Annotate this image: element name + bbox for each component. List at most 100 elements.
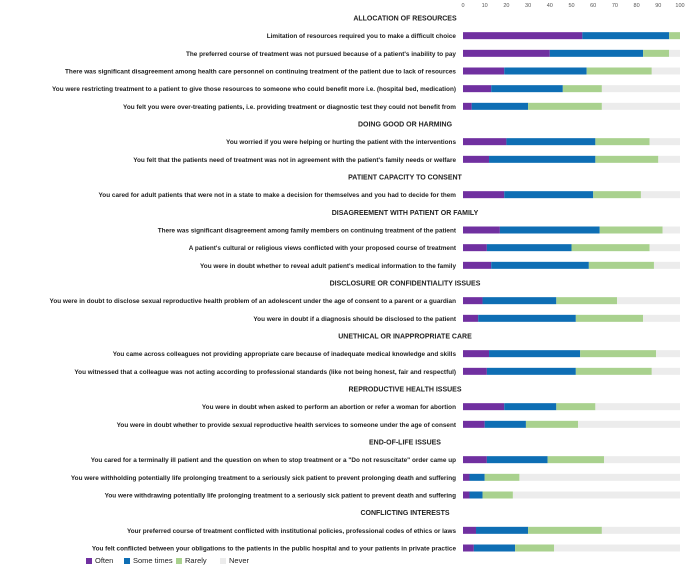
bar-segment-rarely bbox=[484, 473, 520, 481]
bar-segment-never bbox=[601, 85, 680, 93]
bar-segment-some-times bbox=[486, 244, 572, 252]
bar-segment-often bbox=[463, 191, 505, 199]
bar-segment-rarely bbox=[586, 67, 652, 75]
legend-label-sometimes: Some times bbox=[133, 556, 173, 565]
bar-segment-rarely bbox=[515, 544, 555, 552]
category-header: ALLOCATION OF RESOURCES bbox=[353, 16, 457, 23]
bar-segment-never bbox=[617, 297, 680, 305]
bar-segment-often bbox=[463, 155, 490, 163]
bar-segment-often bbox=[463, 367, 487, 375]
x-tick-label: 60 bbox=[590, 3, 596, 9]
legend-swatch-often bbox=[86, 557, 92, 564]
bar-segment-often bbox=[463, 473, 470, 481]
bar-label: You worried if you were helping or hurti… bbox=[226, 139, 456, 146]
bar-segment-some-times bbox=[482, 297, 557, 305]
bar-segment-rarely bbox=[580, 350, 657, 358]
bar-label: You came across colleagues not providing… bbox=[113, 351, 457, 358]
bar-label: You were restricting treatment to a pati… bbox=[52, 86, 456, 93]
bar-segment-some-times bbox=[504, 403, 557, 411]
bar-segment-never bbox=[653, 261, 680, 269]
bar-segment-some-times bbox=[489, 350, 581, 358]
bar-segment-some-times bbox=[582, 32, 670, 40]
category-header: UNETHICAL OR INAPPROPRIATE CARE bbox=[338, 334, 472, 341]
bar-label: You were in doubt whether to provide sex… bbox=[117, 422, 457, 429]
bar-segment-often bbox=[463, 226, 500, 234]
bar-label: You witnessed that a colleague was not a… bbox=[74, 369, 456, 376]
x-tick-label: 80 bbox=[634, 3, 640, 9]
bar-segment-never bbox=[656, 350, 680, 358]
bar-label: You were in doubt to disclose sexual rep… bbox=[50, 298, 457, 305]
bar-segment-rarely bbox=[482, 491, 513, 499]
legend-item-never: Never bbox=[220, 556, 249, 565]
bar-segment-rarely bbox=[669, 32, 680, 40]
category-header: END-OF-LIFE ISSUES bbox=[369, 440, 441, 447]
bar-segment-rarely bbox=[556, 403, 596, 411]
bar-segment-some-times bbox=[499, 226, 600, 234]
bar-segment-rarely bbox=[528, 102, 602, 110]
bar-segment-often bbox=[463, 544, 474, 552]
bar-segment-some-times bbox=[469, 473, 485, 481]
bar-segment-some-times bbox=[471, 102, 529, 110]
x-tick-label: 10 bbox=[482, 3, 488, 9]
bar-segment-never bbox=[519, 473, 680, 481]
bar-segment-often bbox=[463, 491, 470, 499]
legend-swatch-rarely bbox=[176, 557, 182, 564]
bar-segment-rarely bbox=[525, 420, 579, 428]
bar-label: There was significant disagreement among… bbox=[158, 228, 457, 235]
x-tick-label: 90 bbox=[655, 3, 661, 9]
bar-segment-some-times bbox=[491, 85, 563, 93]
category-header: DISAGREEMENT WITH PATIENT OR FAMILY bbox=[332, 210, 479, 217]
bar-segment-rarely bbox=[595, 155, 659, 163]
bar-label: You cared for adult patients that were n… bbox=[99, 192, 457, 199]
bar-label: You were withholding potentially life pr… bbox=[71, 475, 456, 482]
bar-segment-often bbox=[463, 85, 492, 93]
bar-segment-often bbox=[463, 261, 492, 269]
bar-segment-some-times bbox=[486, 456, 548, 464]
bar-segment-some-times bbox=[476, 526, 529, 534]
x-tick-label: 70 bbox=[612, 3, 618, 9]
bar-segment-some-times bbox=[486, 367, 576, 375]
bar-label: You were withdrawing potentially life pr… bbox=[105, 493, 457, 500]
bar-segment-rarely bbox=[575, 314, 644, 322]
bar-segment-never bbox=[643, 314, 680, 322]
x-tick-label: 0 bbox=[461, 3, 464, 9]
bar-label: You felt that the patients need of treat… bbox=[133, 157, 456, 164]
bar-segment-rarely bbox=[571, 244, 650, 252]
bar-segment-never bbox=[578, 420, 680, 428]
legend-label-rarely: Rarely bbox=[185, 556, 207, 565]
x-tick-label: 20 bbox=[503, 3, 509, 9]
bar-segment-never bbox=[651, 367, 680, 375]
bar-segment-often bbox=[463, 314, 479, 322]
category-header: REPRODUCTIVE HEALTH ISSUES bbox=[348, 387, 461, 394]
bar-segment-never bbox=[649, 138, 680, 146]
bar-label: There was significant disagreement among… bbox=[65, 69, 456, 76]
x-tick-label: 40 bbox=[547, 3, 553, 9]
bar-label: You were in doubt if a diagnosis should … bbox=[253, 316, 456, 323]
bar-label: The preferred course of treatment was no… bbox=[186, 51, 456, 58]
bar-label: You cared for a terminally ill patient a… bbox=[91, 457, 456, 464]
bar-label: You felt you were over-treating patients… bbox=[123, 104, 456, 111]
bar-segment-often bbox=[463, 350, 490, 358]
bar-label: Your preferred course of treatment confl… bbox=[127, 528, 457, 535]
bar-segment-rarely bbox=[562, 85, 602, 93]
bar-segment-rarely bbox=[547, 456, 605, 464]
bar-segment-some-times bbox=[504, 67, 587, 75]
category-header: DOING GOOD OR HARMING bbox=[358, 122, 453, 129]
bar-segment-some-times bbox=[489, 155, 596, 163]
bar-segment-rarely bbox=[528, 526, 602, 534]
bar-segment-some-times bbox=[484, 420, 526, 428]
bar-segment-often bbox=[463, 456, 487, 464]
bar-segment-never bbox=[604, 456, 680, 464]
bar-segment-never bbox=[512, 491, 680, 499]
bar-segment-never bbox=[595, 403, 680, 411]
bar-segment-often bbox=[463, 138, 507, 146]
bar-label: Limitation of resources required you to … bbox=[267, 33, 457, 40]
bar-label: You were in doubt when asked to perform … bbox=[202, 404, 456, 411]
legend-item-rarely: Rarely bbox=[176, 556, 207, 565]
bar-label: A patient's cultural or religious views … bbox=[189, 245, 457, 252]
bar-segment-never bbox=[601, 526, 680, 534]
bar-segment-never bbox=[669, 49, 680, 57]
bar-segment-rarely bbox=[575, 367, 652, 375]
